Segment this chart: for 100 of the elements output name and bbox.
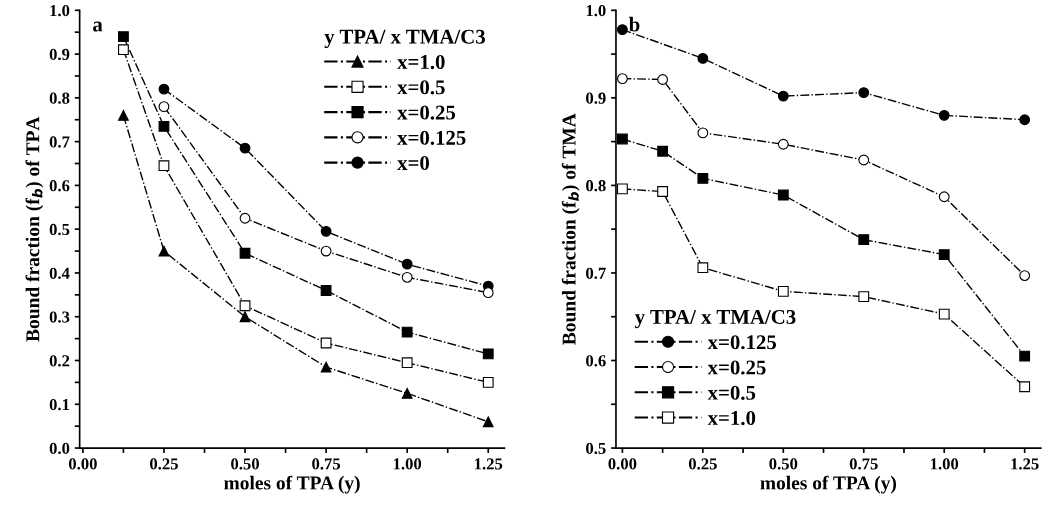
- x-tick-label: 0.00: [608, 458, 637, 470]
- point: [938, 191, 950, 203]
- point: [482, 416, 494, 428]
- point: [118, 109, 129, 121]
- point: [616, 183, 628, 195]
- y-tick-label: 1.0: [50, 5, 70, 17]
- y-tick-label: 0.2: [49, 355, 70, 367]
- point: [697, 262, 709, 274]
- x-tick-label: 0.75: [312, 458, 341, 470]
- legend-label: x=0: [397, 156, 430, 171]
- point: [697, 53, 709, 64]
- x-tick-label: 0.00: [68, 458, 97, 470]
- point: [239, 212, 251, 224]
- point: [482, 376, 494, 388]
- point: [239, 311, 251, 323]
- point: [1019, 350, 1031, 362]
- y-tick-label: 0.6: [49, 180, 70, 192]
- point: [401, 387, 413, 399]
- legend-label: x=1.0: [397, 54, 445, 70]
- legend-label: x=0.125: [397, 130, 466, 145]
- point: [697, 127, 709, 139]
- y-tick-label: 0.1: [49, 398, 70, 411]
- x-tick-label: 0.50: [769, 458, 798, 470]
- legend-label: x=0.25: [397, 105, 456, 120]
- legend-title: y TPA/ x TMA/C3: [634, 309, 796, 329]
- point: [239, 142, 251, 154]
- point: [158, 101, 170, 113]
- point: [616, 133, 628, 145]
- point: [777, 138, 789, 150]
- y-tick-label: 0.5: [586, 442, 606, 455]
- point: [938, 308, 950, 320]
- point: [697, 172, 709, 184]
- y-tick-label: 0.6: [586, 355, 606, 367]
- x-tick-label: 1.25: [474, 458, 503, 470]
- annotation: b: [628, 16, 640, 32]
- y-axis-title: Bound fraction (f$_{b}$) of TMA: [561, 113, 580, 345]
- point: [320, 245, 332, 257]
- point: [401, 258, 413, 270]
- point: [858, 234, 870, 246]
- x-tick-label: 0.25: [150, 458, 178, 470]
- x-tick-label: 1.25: [1011, 458, 1039, 470]
- point: [1019, 114, 1031, 126]
- point: [482, 287, 494, 299]
- point: [616, 73, 628, 85]
- point: [158, 160, 170, 172]
- y-tick-label: 0.8: [49, 92, 70, 104]
- point: [657, 186, 669, 197]
- point: [616, 24, 628, 35]
- point: [401, 271, 413, 283]
- point: [777, 90, 789, 102]
- point: [239, 247, 251, 259]
- annotation: a: [93, 21, 103, 32]
- point: [1019, 270, 1031, 281]
- y-axis-title: Bound fraction (f$_{b}$) of TPA: [25, 116, 44, 342]
- legend-label: x=1.0: [707, 411, 756, 426]
- y-tick-label: 0.7: [586, 267, 606, 279]
- x-tick-label: 0.25: [688, 458, 717, 470]
- point: [401, 326, 413, 338]
- point: [777, 189, 789, 201]
- point: [320, 361, 332, 373]
- point: [858, 291, 870, 303]
- point: [158, 245, 170, 257]
- legend-label: x=0.5: [707, 385, 756, 400]
- x-tick-label: 1.00: [393, 458, 422, 470]
- point: [320, 337, 332, 349]
- x-axis-title: moles of TPA (y): [760, 475, 897, 494]
- point: [158, 83, 170, 95]
- point: [657, 74, 669, 85]
- point: [118, 44, 129, 56]
- point: [118, 31, 129, 42]
- legend-label: x=0.5: [397, 80, 445, 95]
- y-tick-label: 0.3: [49, 311, 70, 323]
- point: [320, 285, 332, 296]
- x-axis-title: moles of TPA (y): [224, 475, 360, 494]
- y-tick-label: 0.7: [49, 136, 70, 148]
- x-tick-label: 0.50: [231, 458, 259, 470]
- point: [158, 120, 170, 132]
- point: [1019, 381, 1031, 393]
- y-tick-label: 0.8: [586, 180, 606, 192]
- y-tick-label: 0.9: [49, 48, 70, 61]
- y-tick-label: 0.0: [49, 442, 70, 455]
- x-tick-label: 0.75: [849, 458, 878, 470]
- point: [938, 109, 950, 121]
- point: [401, 357, 413, 369]
- point: [777, 285, 789, 297]
- point: [858, 87, 870, 99]
- y-tick-label: 0.9: [586, 92, 606, 104]
- point: [482, 348, 494, 360]
- legend-label: x=0.125: [707, 335, 777, 350]
- legend-title: y TPA/ x TMA/C3: [324, 29, 485, 48]
- point: [858, 154, 870, 166]
- point: [657, 145, 669, 157]
- y-tick-label: 1.0: [586, 5, 606, 17]
- point: [320, 225, 332, 237]
- x-tick-label: 1.00: [930, 458, 959, 470]
- legend-label: x=0.25: [707, 360, 766, 375]
- point: [239, 300, 251, 312]
- point: [938, 249, 950, 260]
- y-tick-label: 0.4: [49, 267, 70, 279]
- y-tick-label: 0.5: [49, 223, 70, 236]
